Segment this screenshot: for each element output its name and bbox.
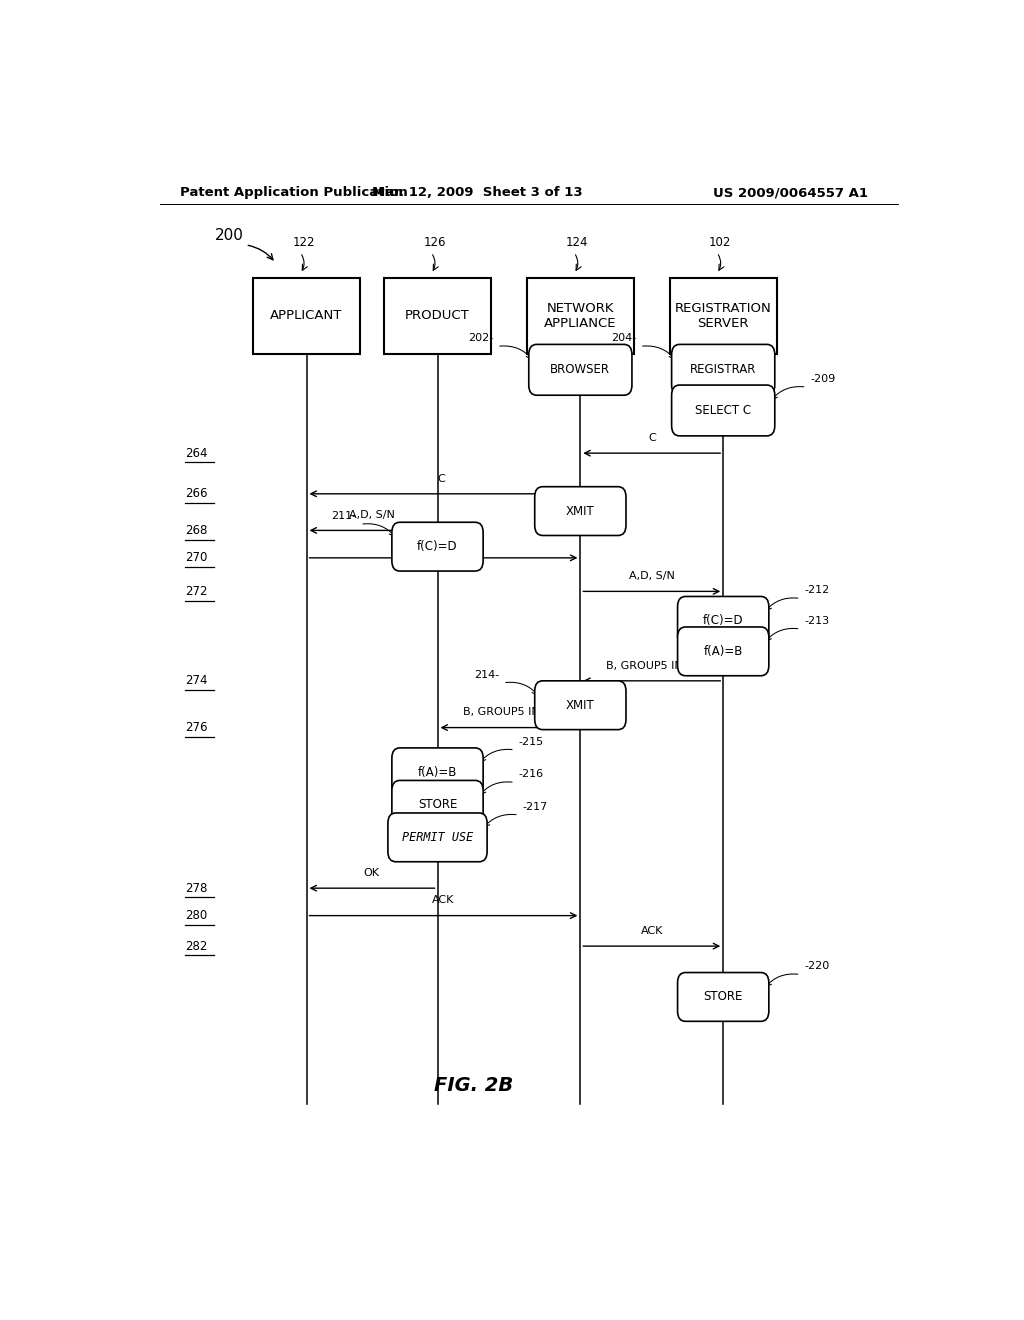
Text: 278: 278 [185, 882, 208, 895]
Text: -212: -212 [805, 585, 829, 595]
Text: BROWSER: BROWSER [550, 363, 610, 376]
Text: PRODUCT: PRODUCT [406, 309, 470, 322]
Text: 280: 280 [185, 909, 208, 923]
Text: ACK: ACK [641, 925, 663, 936]
FancyBboxPatch shape [678, 627, 769, 676]
Text: 268: 268 [185, 524, 208, 537]
Text: B, GROUP5 INFO: B, GROUP5 INFO [606, 661, 697, 671]
Text: A,D, S/N: A,D, S/N [349, 511, 394, 520]
Text: -220: -220 [805, 961, 829, 972]
Text: -215: -215 [519, 737, 544, 747]
FancyBboxPatch shape [384, 277, 492, 354]
Text: -213: -213 [805, 616, 829, 626]
FancyBboxPatch shape [388, 813, 487, 862]
Text: Patent Application Publication: Patent Application Publication [179, 186, 408, 199]
Text: 204-: 204- [610, 334, 636, 343]
Text: 264: 264 [185, 446, 208, 459]
Text: PERMIT USE: PERMIT USE [401, 830, 473, 843]
FancyBboxPatch shape [253, 277, 360, 354]
Text: XMIT: XMIT [566, 504, 595, 517]
FancyBboxPatch shape [672, 345, 775, 395]
Text: 211-: 211- [331, 511, 356, 521]
Text: REGISTRATION
SERVER: REGISTRATION SERVER [675, 302, 771, 330]
Text: -209: -209 [811, 374, 836, 384]
Text: OK: OK [364, 869, 380, 878]
Text: 214-: 214- [474, 669, 499, 680]
Text: 102: 102 [709, 236, 731, 248]
Text: Mar. 12, 2009  Sheet 3 of 13: Mar. 12, 2009 Sheet 3 of 13 [372, 186, 583, 199]
Text: f(A)=B: f(A)=B [703, 645, 742, 657]
Text: -216: -216 [519, 770, 544, 779]
FancyBboxPatch shape [528, 345, 632, 395]
Text: f(A)=B: f(A)=B [418, 766, 457, 779]
FancyBboxPatch shape [535, 487, 626, 536]
Text: f(C)=D: f(C)=D [417, 540, 458, 553]
Text: 200: 200 [215, 228, 244, 243]
Text: XMIT: XMIT [566, 698, 595, 711]
Text: f(C)=D: f(C)=D [702, 614, 743, 627]
Text: US 2009/0064557 A1: US 2009/0064557 A1 [713, 186, 868, 199]
FancyBboxPatch shape [392, 780, 483, 829]
Text: 124: 124 [566, 236, 589, 248]
Text: 276: 276 [185, 721, 208, 734]
FancyBboxPatch shape [678, 597, 769, 645]
Text: ACK: ACK [432, 895, 455, 906]
Text: 272: 272 [185, 585, 208, 598]
Text: 126: 126 [423, 236, 445, 248]
FancyBboxPatch shape [392, 523, 483, 572]
Text: 266: 266 [185, 487, 208, 500]
Text: 210: 210 [545, 498, 566, 508]
Text: 270: 270 [185, 552, 208, 565]
Text: SELECT C: SELECT C [695, 404, 752, 417]
Text: C: C [437, 474, 445, 483]
Text: NETWORK
APPLIANCE: NETWORK APPLIANCE [544, 302, 616, 330]
FancyBboxPatch shape [670, 277, 777, 354]
Text: STORE: STORE [703, 990, 742, 1003]
FancyBboxPatch shape [672, 385, 775, 436]
Text: REGISTRAR: REGISTRAR [690, 363, 757, 376]
Text: 122: 122 [292, 236, 314, 248]
Text: 282: 282 [185, 940, 208, 953]
Text: B, GROUP5 INFO: B, GROUP5 INFO [463, 708, 555, 718]
FancyBboxPatch shape [535, 681, 626, 730]
Text: A,D, S/N: A,D, S/N [420, 537, 466, 548]
FancyBboxPatch shape [392, 748, 483, 797]
Text: -217: -217 [523, 801, 548, 812]
Text: APPLICANT: APPLICANT [270, 309, 343, 322]
Text: A,D, S/N: A,D, S/N [629, 572, 675, 581]
Text: 202-: 202- [468, 334, 493, 343]
FancyBboxPatch shape [678, 973, 769, 1022]
Text: FIG. 2B: FIG. 2B [433, 1076, 513, 1094]
Text: 274: 274 [185, 675, 208, 688]
FancyBboxPatch shape [526, 277, 634, 354]
Text: C: C [648, 433, 655, 444]
Text: STORE: STORE [418, 799, 457, 812]
